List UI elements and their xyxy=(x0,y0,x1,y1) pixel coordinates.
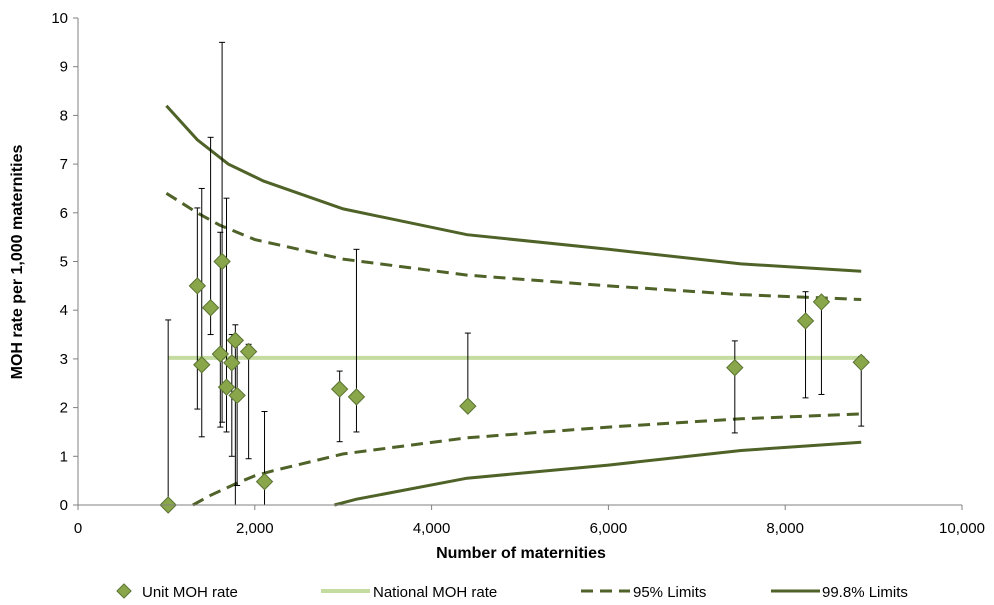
limit-998-lower-line xyxy=(334,440,862,507)
error-bar xyxy=(731,340,738,434)
axes: 0 1 2 3 4 5 6 7 8 9 10 0 2,000 4,000 6,000 8,000 10,000 xyxy=(51,10,985,537)
y-tick-label: 4 xyxy=(60,302,68,319)
unit-point xyxy=(213,252,231,271)
x-tick-label: 8,000 xyxy=(766,520,804,537)
error-bar xyxy=(261,410,268,506)
unit-point xyxy=(211,345,230,363)
limit-95-upper-line xyxy=(165,192,862,301)
x-tick-label: 0 xyxy=(74,520,82,537)
y-tick-label: 2 xyxy=(60,400,68,417)
legend: Unit MOH rate National MOH rate 95% Limi… xyxy=(116,583,908,601)
y-tick-label: 0 xyxy=(60,497,68,514)
error-bar xyxy=(245,343,252,460)
y-tick-label: 5 xyxy=(60,254,68,271)
unit-point xyxy=(852,353,870,372)
legend-item-95: 95% Limits xyxy=(581,584,706,601)
unit-point xyxy=(223,354,241,372)
x-tick-label: 6,000 xyxy=(590,520,628,537)
legend-item-unit: Unit MOH rate xyxy=(116,583,238,601)
legend-marker-unit xyxy=(116,583,132,599)
error-bar xyxy=(165,319,172,506)
error-bar xyxy=(194,207,201,410)
error-bar xyxy=(223,197,230,433)
y-tick-label: 10 xyxy=(51,10,68,27)
unit-point xyxy=(226,331,245,350)
unit-point xyxy=(347,388,366,406)
unit-point xyxy=(228,386,246,405)
y-tick-label: 1 xyxy=(60,448,68,465)
unit-point xyxy=(255,472,274,491)
unit-point xyxy=(201,299,220,317)
error-bar xyxy=(802,291,809,399)
unit-point xyxy=(726,358,744,377)
unit-point xyxy=(812,293,831,311)
plot-area xyxy=(159,41,870,514)
y-axis-title: MOH rate per 1,000 maternities xyxy=(9,145,26,380)
unit-point xyxy=(796,312,815,330)
legend-item-998: 99.8% Limits xyxy=(771,584,908,601)
legend-item-national: National MOH rate xyxy=(321,584,497,601)
legend-label-95: 95% Limits xyxy=(633,584,706,601)
error-bar xyxy=(818,301,825,395)
y-tick-label: 6 xyxy=(60,205,68,222)
limit-998-upper-line xyxy=(165,104,862,273)
y-tick-label: 7 xyxy=(60,156,68,173)
legend-label-998: 99.8% Limits xyxy=(822,584,908,601)
error-bar xyxy=(464,332,471,407)
y-tick-label: 8 xyxy=(60,107,68,124)
legend-label-unit: Unit MOH rate xyxy=(142,584,238,601)
unit-point xyxy=(188,277,207,295)
x-tick-label: 4,000 xyxy=(413,520,451,537)
y-tick-label: 9 xyxy=(60,59,68,76)
unit-point xyxy=(459,397,477,415)
x-tick-label: 10,000 xyxy=(939,520,985,537)
unit-point xyxy=(330,380,349,398)
legend-label-national: National MOH rate xyxy=(373,584,497,601)
unit-point xyxy=(239,342,258,361)
y-tick-label: 3 xyxy=(60,351,68,368)
unit-point xyxy=(193,356,211,374)
unit-point xyxy=(217,378,236,396)
x-axis-title: Number of maternities xyxy=(436,545,606,562)
limit-95-lower-line xyxy=(192,412,862,507)
x-tick-label: 2,000 xyxy=(236,520,274,537)
error-bar xyxy=(198,187,205,438)
